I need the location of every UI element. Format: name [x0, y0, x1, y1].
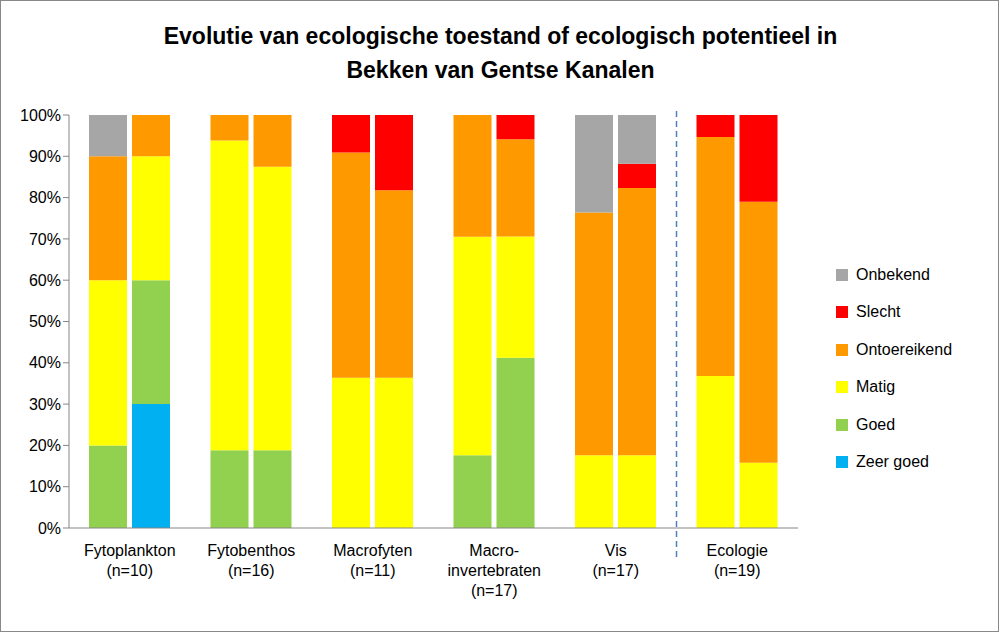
svg-text:Fytobenthos(n=16): Fytobenthos(n=16): [207, 542, 295, 579]
html-text:Slecht: Slecht: [856, 303, 901, 321]
svg-text:Ecologie(n=19): Ecologie(n=19): [707, 542, 768, 579]
svg-text:Macro-invertebraten(n=17): Macro-invertebraten(n=17): [448, 542, 541, 599]
svg-text:80%: 80%: [29, 189, 61, 206]
html-text:Matig: Matig: [856, 378, 896, 396]
html-text:Evolutie van ecologische toest: Evolutie van ecologische toestand of eco…: [163, 23, 838, 83]
svg-text:30%: 30%: [29, 396, 61, 413]
svg-text:Fytoplankton(n=10): Fytoplankton(n=10): [84, 542, 176, 579]
svg-text:10%: 10%: [29, 478, 61, 495]
svg-text:Macrofyten(n=11): Macrofyten(n=11): [333, 542, 412, 579]
svg-text:20%: 20%: [29, 437, 61, 454]
svg-text:Vis(n=17): Vis(n=17): [592, 542, 639, 579]
svg-text:70%: 70%: [29, 231, 61, 248]
html-text:Goed: Goed: [856, 415, 896, 433]
svg-text:40%: 40%: [29, 354, 61, 371]
svg-text:50%: 50%: [29, 313, 61, 330]
svg-text:0%: 0%: [38, 520, 61, 537]
svg-text:100%: 100%: [20, 107, 61, 124]
svg-text:60%: 60%: [29, 272, 61, 289]
html-text:Ontoereikend: Ontoereikend: [856, 340, 953, 358]
html-text:Zeer goed: Zeer goed: [856, 453, 929, 471]
html-text:Onbekend: Onbekend: [856, 265, 930, 283]
svg-text:90%: 90%: [29, 148, 61, 165]
